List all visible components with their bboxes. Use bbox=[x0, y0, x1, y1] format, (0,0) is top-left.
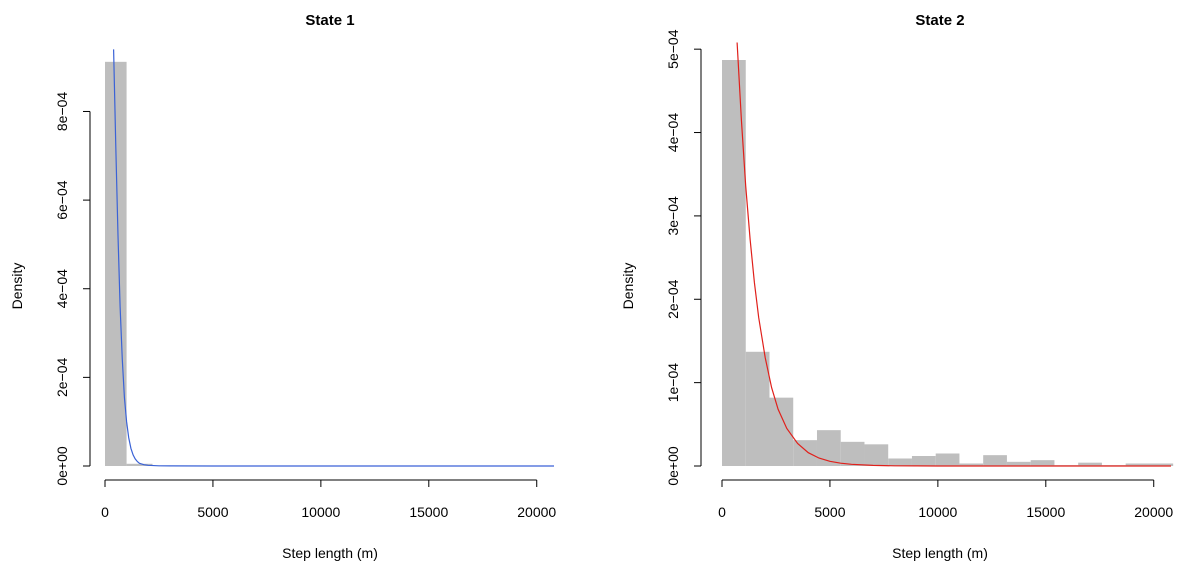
y-tick-label: 0e+00 bbox=[54, 446, 70, 486]
histogram-bar bbox=[793, 440, 817, 466]
density-curve-line bbox=[736, 42, 1171, 467]
y-axis-label: Density bbox=[9, 263, 25, 310]
histogram-bar bbox=[935, 453, 960, 466]
chart-title: State 1 bbox=[305, 12, 354, 29]
histogram-state-2: 0 5000 10000 15000 20000 0e+00 1e−04 2e−04 3e−0… bbox=[620, 12, 1174, 561]
y-tick-label: 0e+00 bbox=[665, 446, 681, 486]
y-tick-label: 2e−04 bbox=[54, 357, 70, 397]
x-tick-label: 10000 bbox=[918, 504, 957, 520]
y-tick-label: 3e−04 bbox=[665, 196, 681, 236]
y-axis: 0e+00 1e−04 2e−04 3e−04 4e−04 5e−04 bbox=[665, 29, 702, 486]
histogram-bar bbox=[911, 455, 936, 466]
x-tick-label: 0 bbox=[718, 504, 726, 520]
x-tick-label: 0 bbox=[101, 504, 109, 520]
x-tick-label: 5000 bbox=[197, 504, 228, 520]
x-tick-label: 15000 bbox=[1026, 504, 1065, 520]
histogram-bar bbox=[983, 455, 1007, 466]
x-tick-label: 10000 bbox=[301, 504, 340, 520]
y-axis-label: Density bbox=[620, 263, 636, 310]
x-tick-label: 20000 bbox=[1134, 504, 1173, 520]
histogram-bar bbox=[816, 430, 841, 466]
x-tick-label: 5000 bbox=[814, 504, 845, 520]
histogram-bar bbox=[1078, 462, 1102, 466]
y-tick-label: 2e−04 bbox=[665, 279, 681, 319]
y-tick-label: 4e−04 bbox=[665, 113, 681, 153]
y-axis: 0e+00 2e−04 4e−04 6e−04 8e−04 bbox=[54, 92, 91, 486]
chart-panel-state-1: 0 5000 10000 15000 20000 0e+00 2e−04 4e−04 6e−0… bbox=[0, 0, 592, 574]
histogram-bar bbox=[959, 463, 984, 466]
histogram-bar bbox=[864, 444, 889, 466]
density-curve-layer bbox=[736, 42, 1171, 467]
histogram-bar bbox=[1006, 461, 1031, 466]
y-tick-label: 6e−04 bbox=[54, 180, 70, 220]
bars-layer bbox=[722, 60, 1174, 466]
x-axis-label: Step length (m) bbox=[892, 545, 988, 561]
histogram-bar bbox=[769, 397, 794, 466]
y-tick-label: 1e−04 bbox=[665, 363, 681, 403]
x-axis-label: Step length (m) bbox=[282, 545, 378, 561]
histogram-bar bbox=[1125, 463, 1174, 466]
y-tick-label: 5e−04 bbox=[665, 29, 681, 69]
x-axis: 0 5000 10000 15000 20000 bbox=[718, 479, 1173, 520]
y-tick-label: 4e−04 bbox=[54, 269, 70, 309]
y-tick-label: 8e−04 bbox=[54, 92, 70, 132]
histogram-bar bbox=[105, 61, 127, 467]
density-curve-line bbox=[113, 49, 554, 467]
histogram-bar bbox=[1030, 460, 1055, 466]
x-tick-label: 20000 bbox=[517, 504, 556, 520]
x-axis: 0 5000 10000 15000 20000 bbox=[101, 479, 556, 520]
histogram-bar bbox=[722, 60, 746, 466]
histogram-state-1: 0 5000 10000 15000 20000 0e+00 2e−04 4e−04 6e−0… bbox=[9, 12, 556, 561]
density-curve-layer bbox=[113, 49, 554, 467]
histogram-bar bbox=[888, 458, 912, 466]
histogram-bar bbox=[840, 441, 865, 466]
chart-panel-state-2: 0 5000 10000 15000 20000 0e+00 1e−04 2e−04 3e−0… bbox=[593, 0, 1185, 574]
histogram-bar bbox=[126, 463, 153, 466]
histogram-bar bbox=[745, 351, 770, 466]
x-tick-label: 15000 bbox=[409, 504, 448, 520]
chart-title: State 2 bbox=[915, 12, 964, 29]
bars-layer bbox=[105, 61, 153, 467]
